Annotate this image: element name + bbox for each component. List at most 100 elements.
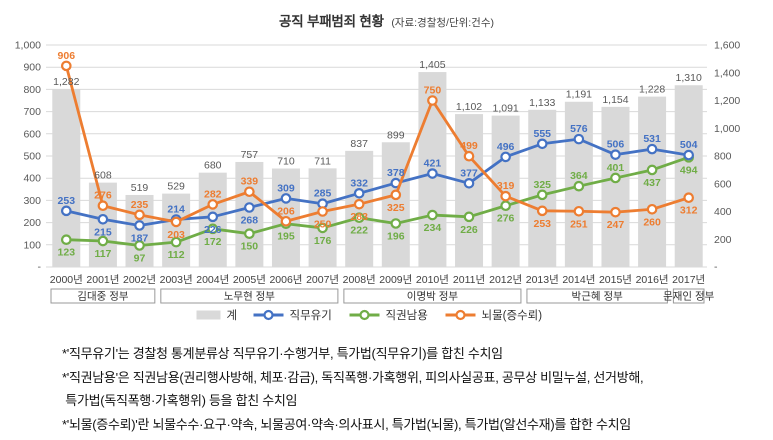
svg-text:401: 401: [607, 162, 625, 174]
government-band: [50, 288, 156, 304]
data-point: [463, 150, 475, 162]
svg-text:-: -: [714, 261, 718, 273]
data-point: [134, 209, 145, 221]
data-point: [573, 133, 585, 145]
svg-text:529: 529: [167, 181, 185, 193]
svg-text:250: 250: [314, 219, 332, 231]
line-labels-1: 253 215 187 214 226 268 309 285 332 378 421 377 496 5…: [58, 123, 698, 244]
svg-text:214: 214: [167, 203, 185, 215]
data-point: [463, 178, 475, 189]
chart-title-sub: (자료:경찰청/단위:건수): [391, 17, 494, 29]
svg-text:1,282: 1,282: [53, 76, 79, 88]
svg-text:1,000: 1,000: [15, 40, 41, 52]
data-point: [317, 222, 328, 234]
data-point: [500, 200, 511, 212]
data-point: [646, 203, 658, 215]
data-point: [683, 149, 694, 161]
svg-text:215: 215: [94, 226, 112, 238]
bar-labels: 1,282 608 519 529 680 757 710 711 837 899 1,405 1,1…: [53, 59, 702, 194]
svg-text:1,310: 1,310: [676, 72, 702, 84]
data-point: [427, 209, 438, 221]
legend-label: 계: [227, 309, 238, 322]
data-point: [317, 206, 328, 217]
data-point: [573, 205, 585, 217]
data-point: [463, 211, 475, 223]
svg-text:253: 253: [58, 195, 76, 207]
data-point: [427, 95, 438, 106]
svg-text:2003년: 2003년: [160, 274, 193, 286]
government-band-label: 문재인 정부: [663, 291, 715, 303]
chart-title: 공직 부패범죄 현황 (자료:경찰청/단위:건수): [0, 0, 773, 32]
data-point: [207, 223, 219, 235]
svg-text:494: 494: [680, 164, 698, 176]
data-point: [97, 235, 109, 247]
svg-text:1,102: 1,102: [456, 101, 482, 113]
data-point: [390, 189, 402, 201]
footnote-line: *'뇌물(증수뢰)'란 뇌물수수·요구·약속, 뇌물공여·약속·의사표시, 특가…: [62, 416, 631, 432]
svg-text:499: 499: [460, 140, 478, 152]
footnote-line: *'직무유기'는 경찰청 통계분류상 직무유기·수행거부, 특가법(직무유기)를…: [62, 346, 503, 361]
footnote-line: 특가법(독직폭행·가혹행위) 등을 합친 수치임: [62, 393, 298, 408]
svg-text:680: 680: [204, 160, 222, 172]
data-point: [683, 192, 694, 204]
svg-text:506: 506: [607, 139, 625, 151]
svg-text:496: 496: [497, 141, 515, 153]
data-point: [536, 189, 548, 201]
svg-text:2002년: 2002년: [123, 274, 156, 286]
svg-text:1,000: 1,000: [714, 123, 740, 135]
line-series-2: [61, 152, 694, 251]
svg-text:837: 837: [350, 138, 368, 150]
svg-text:400: 400: [714, 206, 732, 218]
data-point: [610, 149, 621, 160]
bar: [601, 106, 630, 267]
svg-text:276: 276: [94, 190, 112, 202]
svg-text:2000년: 2000년: [50, 274, 83, 286]
svg-text:276: 276: [497, 213, 515, 225]
government-band: [343, 288, 522, 304]
svg-text:1,091: 1,091: [492, 103, 518, 115]
data-point: [61, 205, 72, 217]
svg-text:282: 282: [204, 188, 222, 200]
data-point: [97, 213, 109, 225]
svg-text:1,228: 1,228: [639, 84, 665, 96]
bar: [235, 161, 264, 267]
svg-text:196: 196: [387, 230, 405, 242]
svg-text:519: 519: [131, 182, 149, 194]
svg-text:364: 364: [570, 170, 588, 182]
data-point: [646, 164, 658, 176]
bar: [162, 193, 191, 267]
data-point: [170, 216, 182, 228]
svg-text:195: 195: [277, 231, 295, 243]
svg-text:172: 172: [204, 236, 222, 248]
svg-text:251: 251: [570, 218, 588, 230]
data-point: [170, 236, 182, 248]
legend-swatch-marker: [263, 309, 274, 321]
right-axis-ticks: 200 400 600 800 1,000 1,200 1,400 1,600 -: [714, 40, 740, 274]
svg-text:555: 555: [533, 128, 551, 140]
legend-swatch-marker: [359, 309, 370, 321]
bar: [674, 85, 703, 267]
svg-text:100: 100: [23, 239, 41, 251]
line-series-3: [61, 60, 694, 228]
svg-text:187: 187: [131, 232, 149, 244]
svg-text:377: 377: [460, 167, 478, 179]
svg-text:112: 112: [168, 249, 185, 261]
legend-label: 직무유기: [290, 309, 332, 322]
svg-text:283: 283: [350, 211, 368, 223]
left-axis-ticks: 100 200 300 400 500 600 700 800 900 1,000 -: [15, 40, 42, 274]
data-point: [427, 168, 438, 179]
svg-text:226: 226: [460, 224, 478, 236]
svg-text:2015년: 2015년: [599, 274, 632, 286]
bar: [638, 96, 667, 268]
bar: [381, 142, 410, 267]
svg-text:710: 710: [277, 155, 295, 167]
svg-text:97: 97: [134, 252, 146, 264]
government-bands: 김대중 정부 노무현 정부 이명박 정부 박근혜 정부 문재인 정부: [50, 288, 715, 304]
svg-text:906: 906: [58, 50, 76, 62]
svg-text:2010년: 2010년: [416, 274, 449, 286]
data-point: [134, 240, 145, 251]
data-point: [390, 218, 402, 229]
svg-text:899: 899: [387, 129, 405, 141]
svg-text:531: 531: [643, 133, 661, 145]
